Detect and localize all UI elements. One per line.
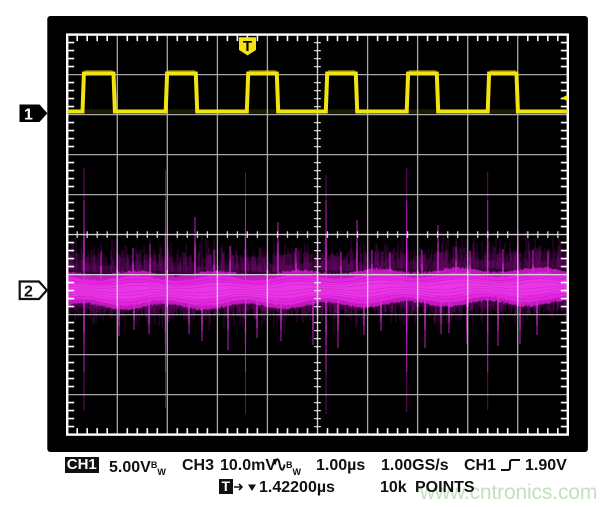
svg-text:1: 1 xyxy=(24,106,33,123)
svg-text:T: T xyxy=(243,38,252,55)
svg-text:2: 2 xyxy=(24,283,33,300)
